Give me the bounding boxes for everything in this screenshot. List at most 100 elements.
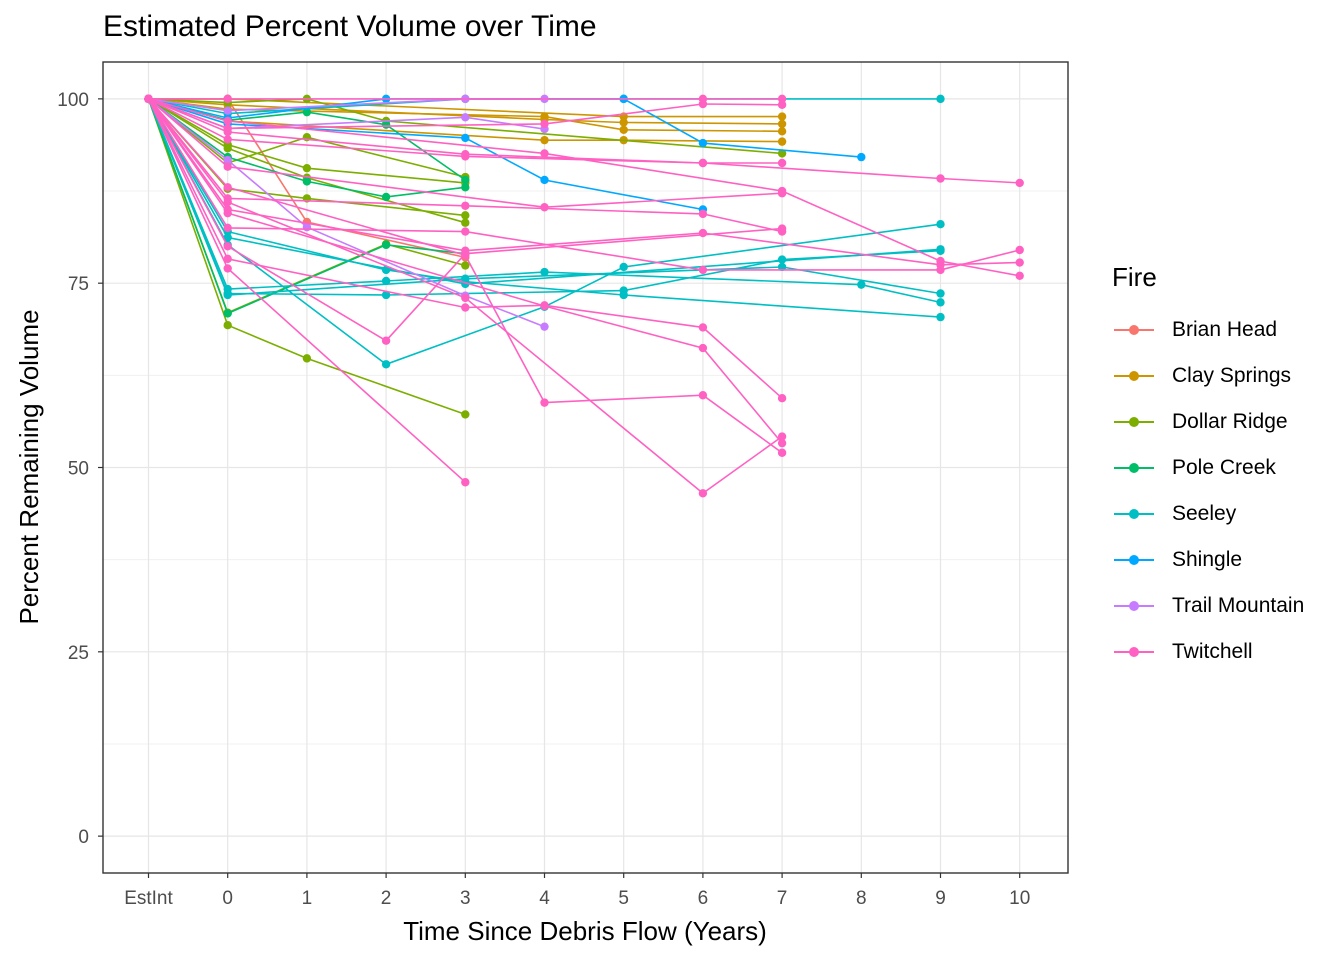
- chart-title: Estimated Percent Volume over Time: [103, 10, 597, 43]
- x-tick-label: EstInt: [124, 888, 173, 909]
- data-point-twitchell: [223, 254, 232, 264]
- data-point-trail-mountain: [461, 113, 470, 122]
- data-point-dollar-ridge: [777, 149, 787, 158]
- series-line-dollar-ridge: [147, 98, 466, 416]
- x-tick-label: 5: [618, 888, 629, 909]
- series-line-trail-mountain: [148, 98, 545, 112]
- legend-label: Pole Creek: [1172, 456, 1276, 479]
- legend-item-trail-mountain: Trail Mountain: [1112, 583, 1304, 629]
- data-point-dollar-ridge: [461, 261, 470, 270]
- data-point-shingle: [540, 175, 549, 185]
- legend-item-seeley: Seeley: [1112, 491, 1304, 537]
- x-tick-label: 7: [777, 888, 788, 909]
- data-point-twitchell: [777, 393, 787, 403]
- data-point-twitchell: [223, 116, 232, 126]
- x-axis: EstInt 0 1 2 3 4 5 6 7 8 9 10: [124, 873, 1030, 909]
- legend-label: Trail Mountain: [1172, 594, 1305, 617]
- data-point-twitchell: [698, 391, 708, 400]
- series-line-twitchell: [147, 98, 783, 399]
- legend-key-clay-springs: [1112, 366, 1156, 386]
- x-tick-label: 4: [539, 888, 550, 909]
- data-point-twitchell: [698, 489, 708, 498]
- data-point-seeley: [777, 262, 787, 272]
- data-point-pole-creek: [223, 309, 232, 318]
- data-point-twitchell: [698, 209, 708, 219]
- data-point-twitchell: [777, 94, 787, 104]
- data-point-twitchell: [461, 303, 470, 312]
- data-point-seeley: [857, 280, 866, 289]
- data-point-pole-creek: [302, 177, 312, 186]
- data-point-seeley: [223, 290, 232, 300]
- data-point-twitchell: [223, 223, 232, 233]
- data-point-dollar-ridge: [461, 410, 470, 419]
- data-point-twitchell: [540, 203, 549, 212]
- data-point-clay-springs: [540, 135, 549, 145]
- data-point-seeley: [381, 360, 391, 369]
- data-point-seeley: [619, 286, 628, 295]
- data-point-twitchell: [461, 201, 470, 210]
- data-point-twitchell: [698, 323, 708, 332]
- x-tick-label: 0: [222, 888, 233, 909]
- legend-key-pole-creek: [1112, 458, 1156, 478]
- series-twitchell: [144, 94, 1024, 498]
- series-line-twitchell: [147, 98, 783, 454]
- data-point-twitchell: [777, 189, 787, 198]
- legend-item-dollar-ridge: Dollar Ridge: [1112, 399, 1304, 445]
- data-point-trail-mountain: [540, 322, 549, 331]
- series-line-twitchell: [147, 98, 783, 209]
- data-point-clay-springs: [619, 125, 628, 135]
- data-point-twitchell: [777, 448, 787, 457]
- series-layer: [144, 94, 1024, 498]
- data-point-clay-springs: [540, 112, 549, 121]
- series-line-dollar-ridge: [147, 98, 466, 178]
- data-point-pole-creek: [461, 175, 470, 185]
- series-line-dollar-ridge: [148, 98, 466, 184]
- series-line-twitchell: [148, 98, 1020, 277]
- data-point-twitchell: [1015, 245, 1024, 255]
- data-point-seeley: [936, 94, 945, 104]
- data-point-twitchell: [777, 438, 787, 448]
- data-point-seeley: [540, 267, 549, 277]
- series-line-pole-creek: [147, 98, 466, 315]
- data-point-pole-creek: [302, 107, 312, 117]
- data-point-pole-creek: [381, 240, 391, 250]
- data-point-dollar-ridge: [223, 144, 232, 153]
- data-point-twitchell: [461, 250, 470, 260]
- legend-item-brian-head: Brian Head: [1112, 307, 1304, 353]
- data-point-twitchell: [698, 265, 708, 275]
- data-point-twitchell: [223, 197, 232, 207]
- data-point-clay-springs: [777, 137, 787, 146]
- data-point-seeley: [936, 312, 945, 322]
- data-point-twitchell: [1015, 258, 1024, 267]
- legend-label: Shingle: [1172, 548, 1243, 571]
- data-point-twitchell: [540, 149, 549, 158]
- data-point-shingle: [857, 152, 866, 162]
- y-axis: 0 25 50 75 100: [57, 90, 103, 848]
- data-point-clay-springs: [777, 127, 787, 136]
- data-point-shingle: [461, 133, 470, 143]
- data-point-twitchell: [777, 158, 787, 168]
- x-tick-label: 3: [460, 888, 471, 909]
- y-tick-label: 100: [57, 90, 89, 111]
- data-point-seeley: [381, 290, 391, 300]
- data-point-seeley: [381, 276, 391, 286]
- legend-item-clay-springs: Clay Springs: [1112, 353, 1304, 399]
- legend-title: Fire: [1112, 262, 1157, 292]
- legend-item-pole-creek: Pole Creek: [1112, 445, 1304, 491]
- data-point-dollar-ridge: [302, 354, 312, 363]
- data-point-dollar-ridge: [223, 321, 232, 330]
- x-tick-label: 8: [856, 888, 867, 909]
- legend-key-shingle: [1112, 550, 1156, 570]
- data-point-twitchell: [223, 162, 232, 171]
- data-point-twitchell: [777, 432, 787, 441]
- x-tick-label: 2: [381, 888, 392, 909]
- legend-key-dollar-ridge: [1112, 412, 1156, 432]
- legend-label: Clay Springs: [1172, 364, 1292, 387]
- y-tick-label: 75: [68, 274, 89, 295]
- y-tick-label: 50: [68, 459, 89, 480]
- data-point-twitchell: [461, 293, 470, 303]
- data-point-twitchell: [223, 208, 232, 218]
- data-point-twitchell: [144, 94, 153, 104]
- data-point-seeley: [223, 233, 232, 242]
- data-point-twitchell: [540, 398, 549, 407]
